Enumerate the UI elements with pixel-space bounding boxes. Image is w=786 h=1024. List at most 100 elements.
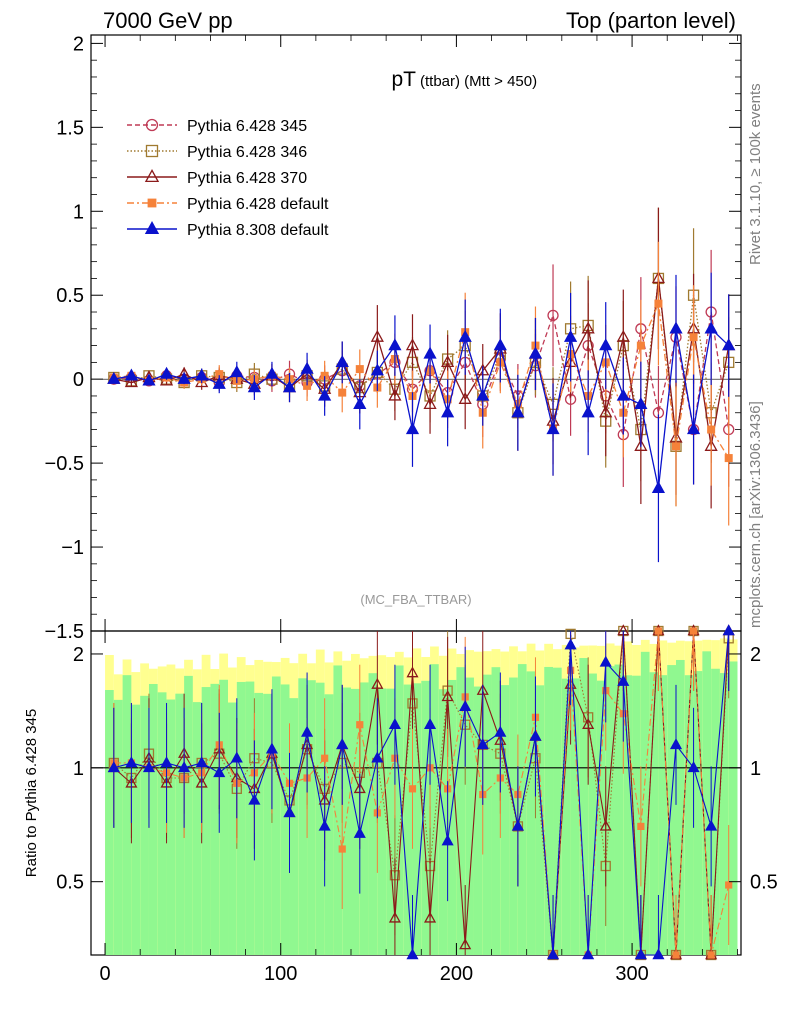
data-point [476, 388, 490, 401]
band-inner [289, 698, 299, 955]
band-inner [105, 690, 114, 955]
data-point [581, 405, 595, 418]
band-inner [658, 675, 668, 955]
band-inner [544, 666, 554, 955]
data-point [124, 368, 139, 381]
legend-entry: Pythia 6.428 345 [127, 118, 307, 135]
band-inner [342, 687, 351, 955]
band-inner [473, 686, 483, 955]
ratio-series-4 [107, 624, 735, 960]
data-point [177, 371, 191, 384]
band-inner [649, 672, 659, 955]
data-point [458, 329, 472, 342]
band-inner [307, 680, 316, 955]
ratio-point [338, 845, 346, 853]
data-point [388, 338, 402, 351]
band-inner [728, 661, 738, 955]
chart-title-sub: (ttbar) (Mtt > 450) [420, 73, 537, 90]
series-4 [107, 272, 736, 563]
band-inner [500, 685, 510, 955]
data-point [654, 299, 663, 308]
ratio-line [113, 630, 730, 956]
y-tick-label: 1.5 [56, 117, 84, 139]
data-point [616, 388, 630, 401]
data-point [634, 438, 648, 451]
ratio-point [689, 627, 698, 635]
y-tick-label: 1 [73, 201, 84, 223]
header-right: Top (parton level) [566, 8, 736, 33]
data-point [651, 480, 666, 493]
band-inner [465, 677, 474, 955]
data-point [704, 321, 718, 334]
band-inner [122, 675, 132, 955]
legend-marker [144, 221, 160, 235]
ratio-y-axis-label: Ratio to Pythia 6.428 345 [23, 709, 40, 877]
band-inner [605, 666, 615, 955]
band-inner [254, 692, 264, 955]
mcplots-label: mcplots.cern.ch [arXiv:1306.3436] [747, 401, 764, 628]
data-point [282, 380, 297, 393]
legend-entry: Pythia 6.428 346 [127, 144, 307, 161]
data-point [599, 405, 613, 418]
y-tick-label: 0.5 [56, 285, 84, 307]
ratio-y-tick-label-left: 1 [73, 758, 84, 780]
legend-label: Pythia 6.428 346 [187, 144, 307, 161]
data-point [724, 454, 733, 463]
legend-label: Pythia 6.428 default [187, 196, 329, 213]
y-tick-label: −0.5 [45, 453, 84, 475]
band-inner [561, 678, 571, 955]
band-inner [676, 659, 685, 955]
band-inner [236, 681, 246, 955]
data-point [212, 376, 226, 389]
band-inner [201, 687, 211, 955]
band-inner [298, 678, 308, 955]
data-point [215, 370, 224, 379]
ratio-y-tick-label-right: 2 [750, 644, 761, 666]
data-point [669, 321, 683, 334]
band-inner [315, 682, 325, 955]
y-tick-label: −1 [61, 537, 84, 559]
data-point [599, 338, 613, 351]
band-inner [210, 683, 220, 955]
band-inner [526, 671, 536, 955]
x-tick-label: 300 [615, 963, 648, 985]
band-inner [113, 699, 123, 955]
band-inner [359, 682, 369, 955]
data-point [707, 425, 716, 434]
data-point [722, 338, 736, 351]
data-point [338, 388, 347, 397]
band-inner [438, 689, 448, 955]
legend-marker [145, 144, 159, 158]
main-panel: −1.5 −1 −0.5 0 0.5 1 1.5 2 pT (ttbar) (Mtt > 45… [45, 33, 742, 643]
band-inner [719, 673, 729, 955]
data-point [636, 341, 645, 350]
band-inner [579, 658, 589, 955]
data-point [353, 397, 367, 410]
band-inner [570, 678, 580, 955]
band-inner [351, 688, 360, 955]
legend-marker [145, 118, 159, 132]
data-point [300, 361, 314, 374]
data-point [563, 329, 578, 342]
ratio-point [582, 717, 595, 729]
ratio-point [599, 819, 612, 831]
x-tick-label: 100 [264, 963, 297, 985]
ratio-panel: 0.5 0.5 1 1 2 2 0 100 200 300 Ratio to Pythia 6.… [23, 35, 778, 985]
x-tick-label: 200 [440, 963, 473, 985]
band-inner [157, 692, 167, 955]
data-point [230, 365, 244, 378]
ratio-point [336, 738, 349, 750]
data-point [423, 397, 437, 410]
band-inner [430, 664, 439, 955]
series-0 [108, 249, 735, 487]
band-inner [280, 684, 290, 955]
data-point [335, 355, 349, 368]
data-point [355, 365, 364, 374]
ratio-point [160, 756, 173, 768]
band-inner [421, 680, 431, 955]
band-inner [711, 668, 720, 955]
data-point [689, 333, 698, 342]
band-inner [166, 699, 176, 955]
band-inner [447, 679, 457, 955]
